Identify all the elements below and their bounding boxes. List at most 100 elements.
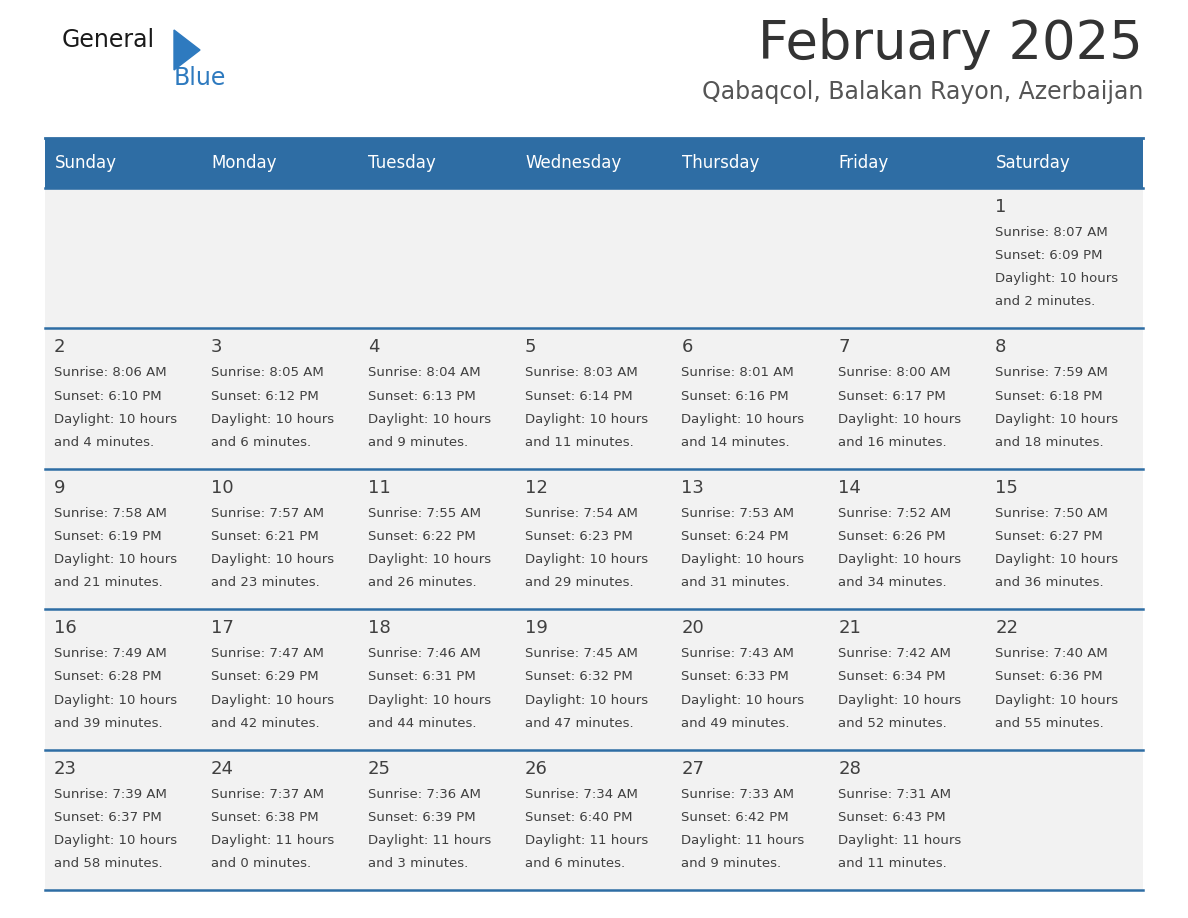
Text: Sunset: 6:16 PM: Sunset: 6:16 PM: [682, 389, 789, 403]
Text: Sunset: 6:38 PM: Sunset: 6:38 PM: [210, 811, 318, 823]
Text: Daylight: 11 hours: Daylight: 11 hours: [525, 834, 647, 847]
Text: and 34 minutes.: and 34 minutes.: [839, 577, 947, 589]
Text: Daylight: 10 hours: Daylight: 10 hours: [368, 693, 491, 707]
Text: 17: 17: [210, 620, 234, 637]
Text: Sunset: 6:23 PM: Sunset: 6:23 PM: [525, 530, 632, 543]
Text: Sunrise: 7:49 AM: Sunrise: 7:49 AM: [53, 647, 166, 660]
Text: Sunrise: 7:58 AM: Sunrise: 7:58 AM: [53, 507, 166, 520]
Text: Sunset: 6:31 PM: Sunset: 6:31 PM: [368, 670, 475, 683]
Text: Daylight: 10 hours: Daylight: 10 hours: [839, 554, 961, 566]
Text: Sunrise: 7:36 AM: Sunrise: 7:36 AM: [368, 788, 481, 800]
Text: Daylight: 10 hours: Daylight: 10 hours: [525, 693, 647, 707]
Bar: [516, 610, 672, 750]
Text: Sunset: 6:26 PM: Sunset: 6:26 PM: [839, 530, 946, 543]
Text: 6: 6: [682, 339, 693, 356]
Bar: [202, 750, 359, 890]
Text: Sunrise: 7:59 AM: Sunrise: 7:59 AM: [996, 366, 1108, 379]
Text: Daylight: 10 hours: Daylight: 10 hours: [996, 273, 1118, 285]
Text: and 36 minutes.: and 36 minutes.: [996, 577, 1104, 589]
Text: and 6 minutes.: and 6 minutes.: [210, 436, 311, 449]
Text: Sunrise: 7:42 AM: Sunrise: 7:42 AM: [839, 647, 952, 660]
Text: Sunset: 6:22 PM: Sunset: 6:22 PM: [368, 530, 475, 543]
Bar: [672, 469, 829, 610]
Text: Sunset: 6:42 PM: Sunset: 6:42 PM: [682, 811, 789, 823]
Text: Sunset: 6:28 PM: Sunset: 6:28 PM: [53, 670, 162, 683]
Text: 18: 18: [368, 620, 391, 637]
Text: Sunrise: 7:34 AM: Sunrise: 7:34 AM: [525, 788, 638, 800]
Bar: [986, 469, 1143, 610]
Text: Daylight: 11 hours: Daylight: 11 hours: [368, 834, 491, 847]
Text: Sunset: 6:39 PM: Sunset: 6:39 PM: [368, 811, 475, 823]
Text: Thursday: Thursday: [682, 154, 759, 172]
Text: 28: 28: [839, 759, 861, 778]
Text: 1: 1: [996, 198, 1006, 216]
Text: Sunrise: 8:03 AM: Sunrise: 8:03 AM: [525, 366, 637, 379]
Text: Blue: Blue: [173, 66, 227, 90]
Text: and 11 minutes.: and 11 minutes.: [525, 436, 633, 449]
Text: Saturday: Saturday: [996, 154, 1070, 172]
Bar: [359, 469, 516, 610]
Text: Sunset: 6:18 PM: Sunset: 6:18 PM: [996, 389, 1102, 403]
Bar: [516, 329, 672, 469]
Text: Sunset: 6:19 PM: Sunset: 6:19 PM: [53, 530, 162, 543]
Text: Daylight: 10 hours: Daylight: 10 hours: [210, 413, 334, 426]
Text: 24: 24: [210, 759, 234, 778]
Text: Sunrise: 7:52 AM: Sunrise: 7:52 AM: [839, 507, 952, 520]
Text: Daylight: 10 hours: Daylight: 10 hours: [368, 413, 491, 426]
Text: Sunrise: 8:07 AM: Sunrise: 8:07 AM: [996, 226, 1108, 239]
Text: and 23 minutes.: and 23 minutes.: [210, 577, 320, 589]
Text: Daylight: 10 hours: Daylight: 10 hours: [839, 413, 961, 426]
Text: Sunrise: 8:00 AM: Sunrise: 8:00 AM: [839, 366, 950, 379]
Bar: [359, 329, 516, 469]
Text: 5: 5: [525, 339, 536, 356]
Text: Sunset: 6:34 PM: Sunset: 6:34 PM: [839, 670, 946, 683]
Text: and 4 minutes.: and 4 minutes.: [53, 436, 154, 449]
Text: 10: 10: [210, 479, 234, 497]
Bar: [359, 188, 516, 329]
Text: Daylight: 10 hours: Daylight: 10 hours: [210, 554, 334, 566]
Bar: [45, 469, 202, 610]
Bar: [829, 329, 986, 469]
Text: Daylight: 11 hours: Daylight: 11 hours: [682, 834, 804, 847]
Text: 8: 8: [996, 339, 1006, 356]
Bar: [829, 610, 986, 750]
Text: Daylight: 10 hours: Daylight: 10 hours: [210, 693, 334, 707]
Text: 11: 11: [368, 479, 391, 497]
Bar: [516, 138, 672, 188]
Bar: [359, 138, 516, 188]
Bar: [986, 610, 1143, 750]
Bar: [45, 610, 202, 750]
Bar: [672, 750, 829, 890]
Text: 22: 22: [996, 620, 1018, 637]
Text: Sunrise: 8:06 AM: Sunrise: 8:06 AM: [53, 366, 166, 379]
Bar: [516, 469, 672, 610]
Text: 2: 2: [53, 339, 65, 356]
Text: and 18 minutes.: and 18 minutes.: [996, 436, 1104, 449]
Text: Daylight: 11 hours: Daylight: 11 hours: [839, 834, 961, 847]
Text: Sunrise: 7:53 AM: Sunrise: 7:53 AM: [682, 507, 795, 520]
Text: Sunrise: 7:46 AM: Sunrise: 7:46 AM: [368, 647, 480, 660]
Text: Daylight: 10 hours: Daylight: 10 hours: [996, 413, 1118, 426]
Text: and 29 minutes.: and 29 minutes.: [525, 577, 633, 589]
Text: and 2 minutes.: and 2 minutes.: [996, 296, 1095, 308]
Text: and 26 minutes.: and 26 minutes.: [368, 577, 476, 589]
Text: Sunset: 6:27 PM: Sunset: 6:27 PM: [996, 530, 1102, 543]
Text: Qabaqcol, Balakan Rayon, Azerbaijan: Qabaqcol, Balakan Rayon, Azerbaijan: [702, 80, 1143, 104]
Text: Sunset: 6:36 PM: Sunset: 6:36 PM: [996, 670, 1102, 683]
Text: and 16 minutes.: and 16 minutes.: [839, 436, 947, 449]
Bar: [202, 329, 359, 469]
Text: 27: 27: [682, 759, 704, 778]
Text: and 0 minutes.: and 0 minutes.: [210, 857, 311, 870]
Text: and 31 minutes.: and 31 minutes.: [682, 577, 790, 589]
Text: Daylight: 10 hours: Daylight: 10 hours: [996, 554, 1118, 566]
Bar: [202, 188, 359, 329]
Text: 19: 19: [525, 620, 548, 637]
Text: and 39 minutes.: and 39 minutes.: [53, 717, 163, 730]
Text: Sunrise: 7:47 AM: Sunrise: 7:47 AM: [210, 647, 324, 660]
Text: 15: 15: [996, 479, 1018, 497]
Text: 26: 26: [525, 759, 548, 778]
Text: Daylight: 11 hours: Daylight: 11 hours: [210, 834, 334, 847]
Bar: [672, 138, 829, 188]
Text: Sunset: 6:24 PM: Sunset: 6:24 PM: [682, 530, 789, 543]
Text: Daylight: 10 hours: Daylight: 10 hours: [996, 693, 1118, 707]
